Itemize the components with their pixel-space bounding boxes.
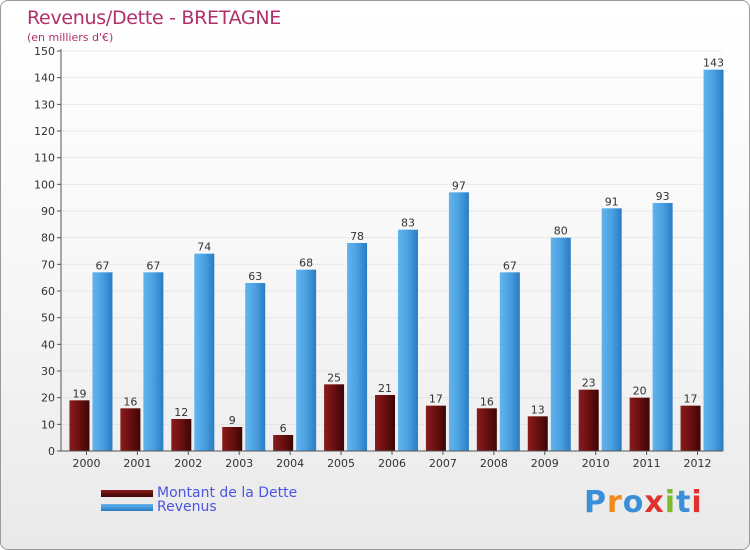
y-tick-label: 60 [41, 285, 55, 298]
revenue-value-label: 78 [350, 230, 364, 243]
revenue-value-label: 67 [503, 259, 517, 272]
y-tick-label: 10 [41, 418, 55, 431]
revenue-bar [703, 69, 724, 452]
debt-bar [425, 405, 446, 451]
chart-subtitle: (en milliers d'€) [27, 31, 114, 44]
revenue-value-label: 80 [554, 225, 568, 238]
y-tick-label: 20 [41, 392, 55, 405]
y-tick-label: 30 [41, 365, 55, 378]
y-tick-label: 40 [41, 338, 55, 351]
x-tick-label: 2007 [429, 457, 457, 470]
x-tick-label: 2010 [582, 457, 610, 470]
y-tick-label: 50 [41, 312, 55, 325]
y-tick-label: 80 [41, 232, 55, 245]
debt-bar [324, 384, 345, 451]
legend-label-debt: Montant de la Dette [157, 485, 298, 501]
y-tick-label: 70 [41, 258, 55, 271]
revenue-bar [550, 237, 571, 451]
x-tick-label: 2011 [633, 457, 661, 470]
x-tick-label: 2006 [378, 457, 406, 470]
revenue-value-label: 91 [605, 195, 619, 208]
debt-bar [476, 408, 497, 451]
revenue-value-label: 83 [401, 217, 415, 230]
revenue-value-label: 74 [197, 241, 211, 254]
logo-letter: i [691, 485, 703, 520]
debt-value-label: 19 [72, 387, 86, 400]
x-tick-label: 2012 [684, 457, 712, 470]
x-tick-label: 2002 [174, 457, 202, 470]
proxiti-logo: Proxiti [584, 485, 703, 520]
revenue-bar [601, 208, 622, 451]
revenue-bar [296, 269, 317, 451]
y-tick-label: 100 [34, 178, 55, 191]
debt-value-label: 12 [174, 406, 188, 419]
revenue-value-label: 143 [703, 57, 724, 70]
revenue-value-label: 67 [146, 259, 160, 272]
debt-bar [222, 427, 243, 451]
x-tick-label: 2004 [276, 457, 304, 470]
x-tick-label: 2008 [480, 457, 508, 470]
y-tick-label: 140 [34, 72, 55, 85]
revenue-bar [245, 283, 266, 451]
revenue-bar [347, 243, 368, 451]
revenue-bar [194, 253, 215, 451]
y-tick-label: 130 [34, 98, 55, 111]
revenue-bar [499, 272, 520, 451]
debt-value-label: 6 [280, 422, 287, 435]
revenue-bar [92, 272, 113, 451]
legend-swatch-debt [101, 490, 153, 497]
x-tick-label: 2000 [72, 457, 100, 470]
debt-bar [273, 435, 294, 451]
logo-letter: P [584, 485, 607, 520]
revenue-bar [398, 229, 418, 451]
revenue-bar [448, 192, 469, 452]
revenue-value-label: 68 [299, 257, 313, 270]
debt-value-label: 9 [229, 414, 236, 427]
revenue-value-label: 93 [656, 190, 670, 203]
revenue-value-label: 67 [95, 259, 109, 272]
debt-value-label: 20 [633, 385, 647, 398]
revenue-value-label: 63 [248, 270, 262, 283]
logo-letter: o [622, 485, 645, 520]
x-tick-label: 2003 [225, 457, 253, 470]
x-tick-label: 2005 [327, 457, 355, 470]
y-tick-label: 90 [41, 205, 55, 218]
y-tick-label: 0 [48, 445, 55, 458]
y-tick-label: 120 [34, 125, 55, 138]
revenue-bar [652, 203, 673, 451]
debt-value-label: 13 [531, 403, 545, 416]
debt-bar [375, 395, 395, 451]
debt-value-label: 21 [378, 382, 392, 395]
debt-bar [120, 408, 141, 451]
y-tick-label: 110 [34, 152, 55, 165]
logo-letter: t [676, 485, 692, 520]
debt-bar [629, 397, 650, 451]
x-tick-label: 2001 [123, 457, 151, 470]
debt-value-label: 17 [684, 393, 698, 406]
x-tick-label: 2009 [531, 457, 559, 470]
revenue-bar [143, 272, 164, 451]
debt-bar [171, 419, 192, 451]
revenue-value-label: 97 [452, 179, 466, 192]
debt-value-label: 17 [429, 393, 443, 406]
legend-label-revenue: Revenus [157, 499, 217, 515]
legend-swatch-revenue [101, 504, 153, 511]
debt-bar [69, 400, 90, 451]
logo-letter: i [664, 485, 677, 520]
debt-value-label: 23 [582, 377, 596, 390]
logo-letter: r [607, 485, 623, 520]
chart-title: Revenus/Dette - BRETAGNE [27, 7, 281, 29]
debt-value-label: 16 [123, 395, 137, 408]
debt-bar [680, 405, 701, 451]
debt-bar [578, 389, 599, 451]
debt-bar [527, 416, 548, 451]
debt-value-label: 16 [480, 395, 494, 408]
y-tick-label: 150 [34, 45, 55, 58]
debt-value-label: 25 [327, 371, 341, 384]
logo-letter: x [644, 485, 665, 520]
